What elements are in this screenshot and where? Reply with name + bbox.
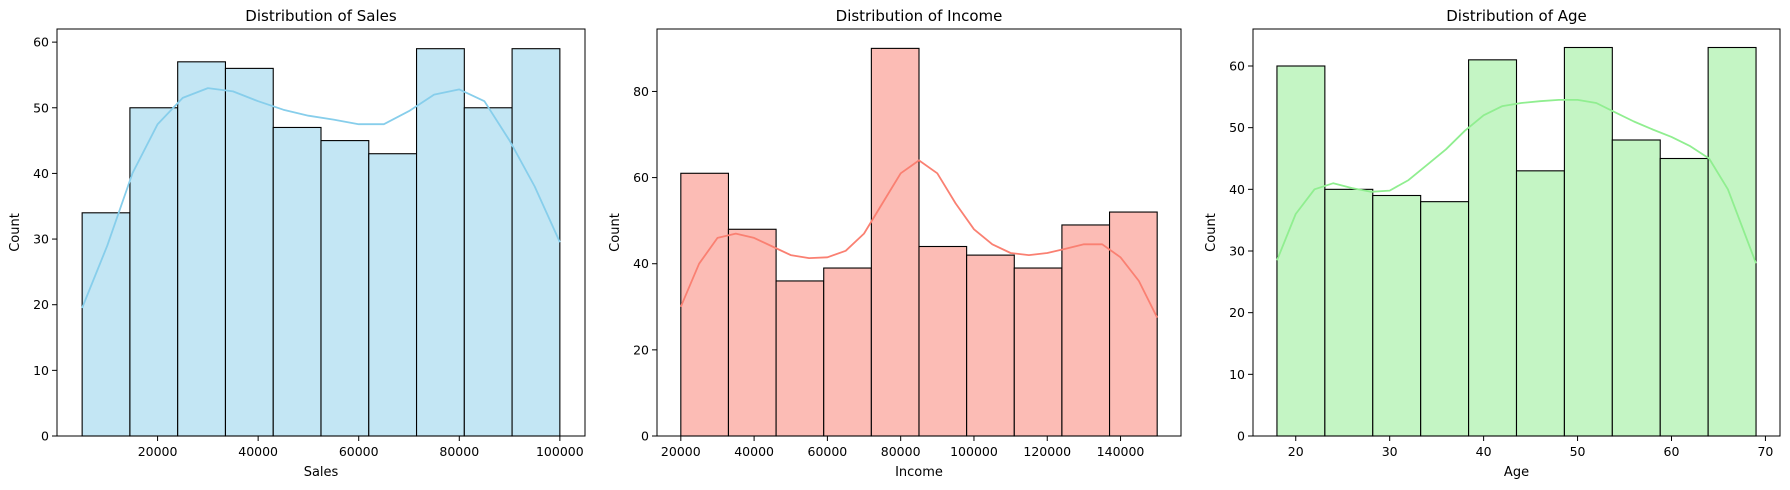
histogram-bar [1108, 211, 1158, 437]
histogram-bar [870, 47, 920, 437]
y-axis-label: Count [8, 213, 23, 252]
chart-panel-sales: 20000 40000 60000 80000 100000 0 10 20 30 40 50 60 D… [8, 7, 586, 480]
y-tick-label: 10 [33, 363, 49, 378]
y-axis-label: Count [608, 213, 623, 252]
histogram-bar [727, 228, 777, 437]
x-axis-label: Age [1504, 465, 1529, 480]
histogram-bar [272, 126, 322, 437]
x-tick-label: 140000 [1097, 444, 1145, 459]
histogram-bar [368, 153, 418, 437]
x-tick-label: 40000 [734, 444, 774, 459]
x-tick-label: 100000 [950, 444, 998, 459]
plot-frame [56, 28, 586, 437]
histogram-bar [1324, 188, 1374, 437]
chart-panel-income: 20000 40000 60000 80000 100000 120000 140000 0 2… [608, 7, 1182, 480]
histogram-bar [177, 61, 227, 437]
chart-title: Distribution of Age [1446, 7, 1587, 25]
histogram-bar [1611, 139, 1661, 437]
histogram-bar [81, 212, 131, 437]
histogram-bar [775, 280, 825, 437]
histogram-bar [1013, 267, 1063, 437]
histogram-bar [1420, 201, 1470, 437]
x-axis-label: Sales [304, 465, 339, 480]
chart-panel-age: 20 30 40 50 60 70 0 10 20 30 40 50 60 Distribution of… [1204, 7, 1781, 480]
y-tick-label: 50 [1229, 120, 1245, 135]
x-tick-label: 40 [1476, 444, 1492, 459]
plot-frame [656, 28, 1182, 437]
y-tick-label: 60 [1229, 59, 1245, 74]
x-tick-label: 80000 [439, 444, 479, 459]
chart-title: Distribution of Income [836, 7, 1003, 25]
y-tick-label: 50 [33, 100, 49, 115]
histogram-bar [224, 67, 274, 437]
kde-line [1276, 99, 1757, 264]
histogram-bar [511, 48, 561, 437]
y-tick-label: 60 [633, 170, 649, 185]
histogram-bar [1707, 46, 1757, 437]
y-tick-label: 30 [33, 232, 49, 247]
y-tick-label: 60 [33, 35, 49, 50]
y-axis-label: Count [1204, 213, 1219, 252]
histogram-bar [966, 254, 1015, 437]
x-tick-label: 20000 [138, 444, 178, 459]
x-axis-label: Income [895, 465, 943, 480]
histogram-bar [1563, 46, 1613, 437]
y-tick-label: 10 [1229, 367, 1245, 382]
histogram-bar [463, 107, 513, 437]
x-tick-label: 100000 [536, 444, 584, 459]
plot-frame [1252, 28, 1781, 437]
kde-line [679, 159, 1159, 319]
x-tick-label: 120000 [1023, 444, 1071, 459]
histogram-bar [823, 267, 872, 437]
x-tick-label: 80000 [881, 444, 921, 459]
y-tick-label: 20 [633, 342, 649, 357]
x-tick-label: 40000 [238, 444, 278, 459]
y-tick-label: 0 [41, 429, 49, 444]
x-tick-label: 20000 [661, 444, 701, 459]
y-tick-label: 40 [1229, 182, 1245, 197]
x-tick-label: 60000 [808, 444, 848, 459]
y-tick-label: 0 [1237, 429, 1245, 444]
y-tick-label: 40 [633, 256, 649, 271]
y-tick-label: 80 [633, 84, 649, 99]
histogram-bar [1276, 65, 1326, 437]
y-tick-label: 40 [33, 166, 49, 181]
x-tick-label: 60 [1664, 444, 1680, 459]
histogram-bar [129, 107, 179, 437]
histogram-bar [918, 245, 968, 437]
histogram-bar [1659, 157, 1709, 437]
chart-title: Distribution of Sales [245, 7, 397, 25]
histogram-bar [680, 172, 730, 437]
x-tick-label: 20 [1288, 444, 1304, 459]
y-tick-label: 20 [33, 297, 49, 312]
x-tick-label: 50 [1570, 444, 1586, 459]
histogram-bar [415, 48, 465, 437]
x-tick-label: 70 [1757, 444, 1773, 459]
histogram-bar [1061, 224, 1111, 437]
x-tick-label: 30 [1382, 444, 1398, 459]
histogram-bar [1372, 194, 1422, 437]
histogram-bar [320, 140, 370, 437]
histogram-bar [1515, 170, 1565, 437]
y-tick-label: 30 [1229, 244, 1245, 259]
x-tick-label: 60000 [339, 444, 379, 459]
y-tick-label: 0 [641, 429, 649, 444]
y-tick-label: 20 [1229, 305, 1245, 320]
kde-line [81, 87, 561, 309]
histogram-bar [1468, 59, 1518, 437]
